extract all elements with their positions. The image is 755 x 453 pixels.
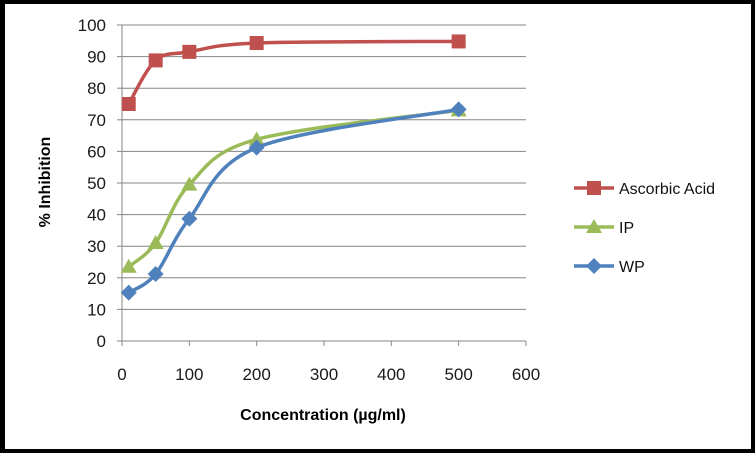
y-tick-label: 10 xyxy=(87,300,106,319)
x-tick-label: 600 xyxy=(512,365,540,384)
series-wp xyxy=(120,101,467,301)
legend-label: Ascorbic Acid xyxy=(619,181,715,198)
data-point xyxy=(181,210,198,227)
y-tick-label: 50 xyxy=(87,174,106,193)
y-tick-labels: 0 10 20 30 40 50 60 70 80 90 100 xyxy=(78,16,106,351)
legend-item: WP xyxy=(574,258,645,276)
y-tick-label: 60 xyxy=(87,142,106,161)
data-point xyxy=(450,101,467,118)
x-tick-labels: 0 100 200 300 400 500 600 xyxy=(117,365,540,384)
x-tick-label: 400 xyxy=(377,365,405,384)
legend-marker xyxy=(587,181,601,195)
legend-label: WP xyxy=(619,259,645,276)
y-tick-label: 40 xyxy=(87,206,106,225)
data-point xyxy=(181,176,198,191)
data-point xyxy=(249,36,264,51)
y-tick-label: 100 xyxy=(78,16,106,35)
y-tick-label: 90 xyxy=(87,48,106,67)
axes xyxy=(117,24,527,346)
data-point xyxy=(120,258,137,273)
legend-label: IP xyxy=(619,220,634,237)
x-tick-label: 200 xyxy=(242,365,270,384)
series-line xyxy=(127,108,459,269)
series-ascorbic-acid xyxy=(121,34,466,111)
x-tick-label: 0 xyxy=(117,365,126,384)
y-tick-label: 30 xyxy=(87,237,106,256)
data-point xyxy=(147,266,164,283)
x-axis-title: Concentration (µg/ml) xyxy=(240,407,406,424)
data-point xyxy=(182,44,197,59)
data-point xyxy=(121,97,136,111)
y-tick-label: 80 xyxy=(87,79,106,98)
data-point xyxy=(147,235,164,250)
data-point xyxy=(120,284,137,301)
y-tick-label: 70 xyxy=(87,111,106,130)
series-line xyxy=(127,39,459,105)
y-axis-title: % Inhibition xyxy=(37,137,54,228)
x-tick-label: 500 xyxy=(444,365,472,384)
x-tick-label: 100 xyxy=(175,365,203,384)
data-point xyxy=(451,34,466,49)
y-tick-label: 0 xyxy=(97,332,106,351)
data-point xyxy=(248,131,265,146)
gridlines xyxy=(122,24,526,310)
legend-marker xyxy=(586,258,602,274)
legend-item: IP xyxy=(574,219,634,237)
data-point xyxy=(248,139,265,156)
legend-item: Ascorbic Acid xyxy=(574,181,715,198)
legend-marker xyxy=(586,219,602,233)
x-tick-label: 300 xyxy=(310,365,338,384)
legend: Ascorbic Acid IP WP xyxy=(574,181,715,276)
data-point xyxy=(148,53,163,68)
y-tick-label: 20 xyxy=(87,269,106,288)
series-group xyxy=(120,34,467,301)
